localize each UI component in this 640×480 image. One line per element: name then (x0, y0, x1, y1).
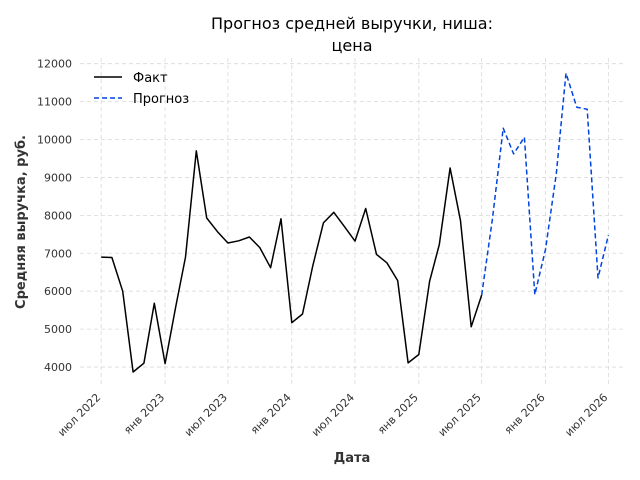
x-tick-label: июл 2022 (55, 391, 103, 439)
x-axis-label: Дата (334, 451, 371, 466)
grid (80, 58, 624, 386)
y-axis-label: Средняя выручка, руб. (14, 135, 29, 309)
y-tick-label: 5000 (44, 323, 72, 336)
x-tick-label: июл 2023 (182, 391, 230, 439)
y-tick-label: 8000 (44, 209, 72, 222)
x-axis-ticks: июл 2022 янв 2023 июл 2023 янв 2024 июл 2024… (55, 391, 610, 439)
y-axis-ticks: 4000 5000 6000 7000 8000 9000 10000 11000 12000 (37, 58, 72, 374)
legend-label-fact: Факт (133, 71, 168, 86)
chart-title-line-2: цена (332, 36, 373, 55)
series-layer (101, 72, 610, 373)
legend: Факт Прогноз (94, 71, 189, 107)
x-tick-label: июл 2026 (562, 391, 610, 439)
chart-title-line-1: Прогноз средней выручки, ниша: (211, 14, 493, 33)
y-tick-label: 6000 (44, 285, 72, 298)
y-tick-label: 4000 (44, 361, 72, 374)
y-tick-label: 10000 (37, 134, 72, 147)
y-tick-label: 11000 (37, 96, 72, 109)
x-tick-label: янв 2025 (375, 391, 421, 437)
x-tick-label: июл 2025 (436, 391, 484, 439)
y-tick-label: 7000 (44, 247, 72, 260)
series-line-forecast (480, 72, 610, 296)
x-tick-label: янв 2024 (248, 391, 294, 437)
x-tick-label: янв 2023 (121, 391, 167, 437)
x-tick-label: янв 2026 (502, 391, 548, 437)
y-tick-label: 12000 (37, 58, 72, 71)
series-line-fact (101, 150, 483, 373)
x-tick-label: июл 2024 (309, 391, 357, 439)
y-tick-label: 9000 (44, 171, 72, 184)
legend-label-forecast: Прогноз (133, 92, 189, 107)
